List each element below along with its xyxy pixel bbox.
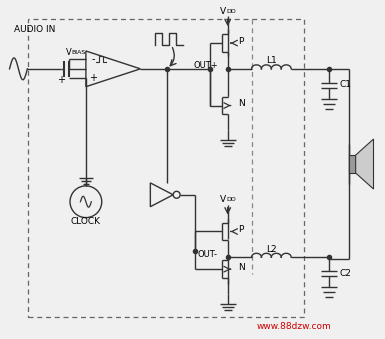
Text: DD: DD [227,197,236,202]
Text: DD: DD [227,9,236,14]
Text: L2: L2 [266,245,277,254]
Text: N: N [238,99,244,108]
Polygon shape [356,139,373,189]
Text: +: + [89,73,97,83]
Text: www.88dzw.com: www.88dzw.com [257,322,331,331]
Text: N: N [238,263,244,272]
Text: +: + [57,75,65,85]
Bar [349,155,356,173]
Text: C1: C1 [340,80,352,89]
Text: V: V [219,7,226,16]
Text: V: V [219,195,226,204]
Text: V: V [66,48,72,58]
Text: P: P [238,225,243,234]
Text: AUDIO IN: AUDIO IN [15,25,56,34]
Text: OUT+: OUT+ [193,61,218,71]
Text: L1: L1 [266,56,277,65]
Text: C2: C2 [340,268,352,278]
Text: CLOCK: CLOCK [71,217,101,226]
Text: P: P [238,37,243,45]
Text: OUT-: OUT- [198,250,218,259]
Text: BIAS: BIAS [71,51,85,56]
Text: -: - [91,54,95,64]
